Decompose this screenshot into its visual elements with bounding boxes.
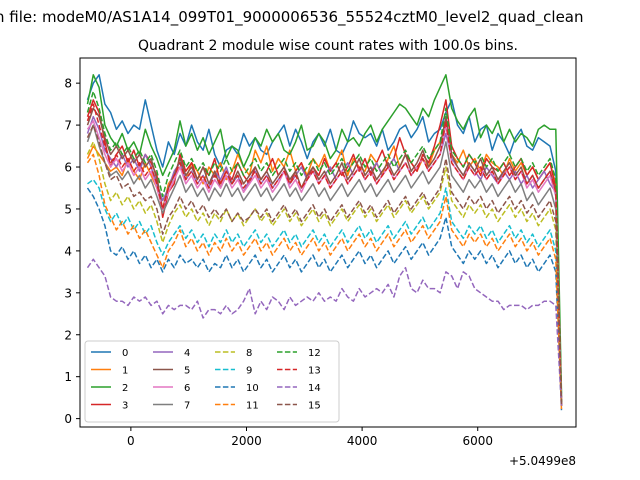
legend-label-12: 12: [308, 348, 321, 359]
series-line-14: [86, 258, 563, 407]
legend-label-7: 7: [184, 401, 190, 412]
legend-label-3: 3: [122, 401, 128, 412]
y-tick-label: 5: [64, 202, 72, 216]
series-line-15: [86, 124, 563, 407]
legend-label-5: 5: [184, 366, 190, 377]
series-line-2: [86, 74, 563, 394]
series-line-8: [86, 141, 563, 407]
legend-label-8: 8: [246, 348, 252, 359]
series-line-10: [86, 187, 563, 411]
legend-label-4: 4: [184, 348, 190, 359]
legend-label-1: 1: [122, 366, 128, 377]
series-line-9: [87, 178, 563, 407]
legend-label-13: 13: [308, 366, 321, 377]
plot-area: [86, 74, 563, 411]
x-tick-label: 2000: [231, 434, 262, 448]
series-line-0: [86, 74, 563, 398]
chart-title: Quadrant 2 module wise count rates with …: [138, 38, 518, 54]
x-tick-label: 4000: [347, 434, 378, 448]
series-line-5: [86, 107, 563, 407]
y-tick-label: 4: [64, 244, 72, 258]
legend-label-10: 10: [246, 383, 259, 394]
series-line-13: [86, 103, 563, 407]
y-tick-label: 3: [64, 286, 72, 300]
x-offset-label: +5.0499e8: [509, 454, 576, 468]
legend-label-14: 14: [308, 383, 321, 394]
axes-frame: [79, 57, 577, 428]
legend-box: [84, 340, 340, 423]
series-line-11: [86, 153, 563, 411]
y-tick-label: 1: [64, 370, 72, 384]
y-axis: 0 1 2 3 4 5 6 7 8: [64, 77, 80, 426]
y-tick-label: 0: [64, 412, 72, 426]
x-tick-label: 0: [127, 434, 135, 448]
legend-label-0: 0: [122, 348, 128, 359]
legend-label-6: 6: [184, 383, 190, 394]
series-line-12: [86, 90, 563, 402]
series-line-7: [86, 124, 563, 407]
legend-label-11: 11: [246, 401, 259, 412]
y-tick-label: 7: [64, 119, 72, 133]
y-tick-label: 2: [64, 328, 72, 342]
y-tick-label: 8: [64, 77, 72, 91]
x-axis: 0 2000 4000 6000: [127, 427, 493, 448]
legend-label-2: 2: [122, 383, 128, 394]
legend-label-15: 15: [308, 401, 321, 412]
legend-label-9: 9: [246, 366, 252, 377]
x-tick-label: 6000: [462, 434, 493, 448]
figure-suptitle-text: n file: modeM0/AS1A14_099T01_9000006536_…: [0, 8, 584, 26]
y-tick-label: 6: [64, 161, 72, 175]
